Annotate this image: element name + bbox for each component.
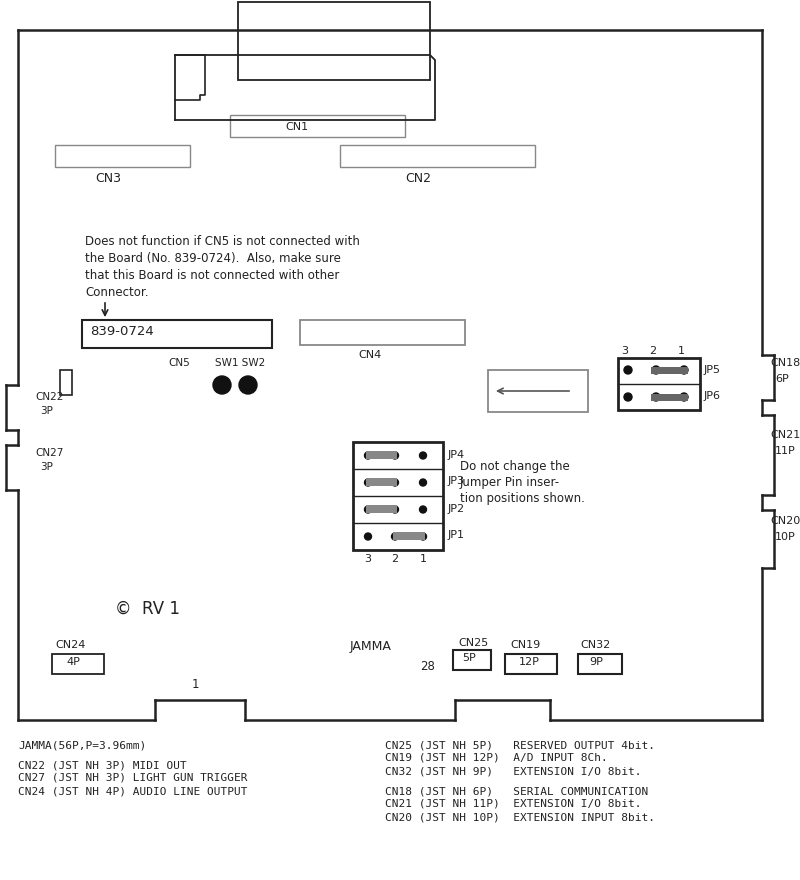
Circle shape <box>624 366 632 374</box>
Circle shape <box>365 506 371 513</box>
Text: ©  RV 1: © RV 1 <box>115 600 180 618</box>
Text: SW1 SW2: SW1 SW2 <box>215 358 266 368</box>
Bar <box>300 320 465 345</box>
Bar <box>230 115 405 137</box>
Bar <box>618 358 700 410</box>
Text: CN5: CN5 <box>168 358 190 368</box>
Text: CN25 (JST NH 5P)   RESERVED OUTPUT 4bit.: CN25 (JST NH 5P) RESERVED OUTPUT 4bit. <box>385 740 655 750</box>
Text: 2: 2 <box>391 554 398 564</box>
Text: CN18 (JST NH 6P)   SERIAL COMMUNICATION: CN18 (JST NH 6P) SERIAL COMMUNICATION <box>385 786 648 796</box>
Text: 9P: 9P <box>589 657 603 667</box>
Text: Jumper Pin inser-: Jumper Pin inser- <box>460 476 560 489</box>
Text: JP1: JP1 <box>448 531 465 540</box>
Text: CN32 (JST NH 9P)   EXTENSION I/O 8bit.: CN32 (JST NH 9P) EXTENSION I/O 8bit. <box>385 766 642 776</box>
Text: CN18: CN18 <box>770 358 800 368</box>
Text: tion positions shown.: tion positions shown. <box>460 492 585 505</box>
Bar <box>55 145 190 167</box>
Circle shape <box>391 479 398 486</box>
Text: JP4: JP4 <box>448 450 465 459</box>
Text: 3P: 3P <box>40 462 53 472</box>
Text: CN4: CN4 <box>358 350 382 360</box>
Text: Does not function if CN5 is not connected with: Does not function if CN5 is not connecte… <box>85 235 360 248</box>
Circle shape <box>239 376 257 394</box>
Text: 3: 3 <box>622 346 629 356</box>
Bar <box>82 320 272 348</box>
Text: CN22 (JST NH 3P) MIDI OUT: CN22 (JST NH 3P) MIDI OUT <box>18 760 186 770</box>
Text: CN21 (JST NH 11P)  EXTENSION I/O 8bit.: CN21 (JST NH 11P) EXTENSION I/O 8bit. <box>385 799 642 809</box>
Bar <box>366 451 397 459</box>
Text: CN1: CN1 <box>285 122 308 132</box>
Circle shape <box>213 376 231 394</box>
Text: JAMMA: JAMMA <box>350 640 392 653</box>
Circle shape <box>365 479 371 486</box>
Text: 1: 1 <box>192 678 199 691</box>
Text: CN20: CN20 <box>770 516 800 526</box>
Text: CN21: CN21 <box>770 430 800 440</box>
Text: 1: 1 <box>678 346 685 356</box>
Text: CN3: CN3 <box>95 172 121 185</box>
Text: Connector.: Connector. <box>85 286 149 299</box>
Text: the Board (No. 839-0724).  Also, make sure: the Board (No. 839-0724). Also, make sur… <box>85 252 341 265</box>
Text: JP6: JP6 <box>704 391 721 401</box>
Circle shape <box>391 452 398 459</box>
Text: CN19 (JST NH 12P)  A/D INPUT 8Ch.: CN19 (JST NH 12P) A/D INPUT 8Ch. <box>385 753 608 763</box>
Circle shape <box>652 393 660 401</box>
Text: 839-0724: 839-0724 <box>90 325 154 338</box>
Text: 10P: 10P <box>775 532 796 542</box>
Text: CN20 (JST NH 10P)  EXTENSION INPUT 8bit.: CN20 (JST NH 10P) EXTENSION INPUT 8bit. <box>385 812 655 822</box>
Circle shape <box>680 393 688 401</box>
Text: CN2: CN2 <box>405 172 431 185</box>
Circle shape <box>365 533 371 540</box>
Circle shape <box>419 506 426 513</box>
Text: 4P: 4P <box>66 657 80 667</box>
Text: JP2: JP2 <box>448 503 465 514</box>
Text: 5P: 5P <box>462 653 476 663</box>
Text: CN32: CN32 <box>580 640 610 650</box>
Text: CN27 (JST NH 3P) LIGHT GUN TRIGGER: CN27 (JST NH 3P) LIGHT GUN TRIGGER <box>18 773 247 783</box>
Circle shape <box>419 452 426 459</box>
Text: 6P: 6P <box>775 374 789 384</box>
Bar <box>366 505 397 514</box>
Text: CN19: CN19 <box>510 640 540 650</box>
Circle shape <box>419 479 426 486</box>
Text: CN24: CN24 <box>55 640 86 650</box>
Bar <box>651 367 688 374</box>
Bar <box>505 654 557 674</box>
Text: CN22: CN22 <box>35 392 63 402</box>
Text: 12P: 12P <box>519 657 540 667</box>
Text: 28: 28 <box>420 660 435 673</box>
Circle shape <box>680 366 688 374</box>
Text: JP5: JP5 <box>704 365 721 375</box>
Circle shape <box>365 452 371 459</box>
Text: JP3: JP3 <box>448 476 465 487</box>
Text: 3P: 3P <box>40 406 53 416</box>
Bar <box>52 654 104 674</box>
Text: CN25: CN25 <box>458 638 488 648</box>
Circle shape <box>652 366 660 374</box>
Circle shape <box>391 506 398 513</box>
Text: that this Board is not connected with other: that this Board is not connected with ot… <box>85 269 339 282</box>
Text: 11P: 11P <box>775 446 796 456</box>
Bar <box>453 650 491 670</box>
Text: 2: 2 <box>650 346 657 356</box>
Text: CN24 (JST NH 4P) AUDIO LINE OUTPUT: CN24 (JST NH 4P) AUDIO LINE OUTPUT <box>18 786 247 796</box>
Text: Do not change the: Do not change the <box>460 460 570 473</box>
Circle shape <box>624 393 632 401</box>
Bar <box>366 479 397 487</box>
Circle shape <box>419 533 426 540</box>
Bar <box>238 2 430 80</box>
Bar <box>488 370 588 412</box>
Circle shape <box>391 533 398 540</box>
Bar <box>578 654 622 674</box>
Text: CN27: CN27 <box>35 448 63 458</box>
Text: 1: 1 <box>419 554 426 564</box>
Bar <box>393 532 425 540</box>
Bar <box>340 145 535 167</box>
Bar <box>651 394 688 401</box>
Bar <box>353 442 443 550</box>
Bar <box>60 370 72 395</box>
Text: JAMMA(56P,P=3.96mm): JAMMA(56P,P=3.96mm) <box>18 740 146 750</box>
Text: 3: 3 <box>365 554 371 564</box>
